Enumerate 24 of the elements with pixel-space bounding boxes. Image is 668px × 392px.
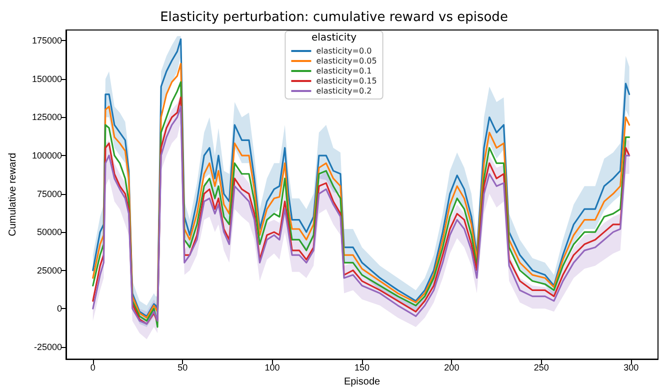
x-tick-label: 0 — [90, 362, 96, 373]
legend-label: elasticity=0.2 — [316, 86, 372, 96]
y-tick-label: 25000 — [36, 265, 62, 276]
y-axis-title: Cumulative reward — [8, 152, 18, 236]
x-tick-label: 200 — [444, 362, 460, 373]
legend-label: elasticity=0.1 — [316, 66, 372, 76]
x-axis-title: Episode — [344, 376, 381, 388]
x-tick-label: 150 — [354, 362, 370, 373]
x-tick-label: 250 — [534, 362, 549, 373]
y-tick-label: 75000 — [36, 188, 62, 199]
y-tick-label: 50000 — [36, 227, 62, 238]
legend-label: elasticity=0.0 — [316, 46, 372, 56]
y-tick-label: -25000 — [34, 342, 62, 352]
legend-title: elasticity — [311, 32, 357, 44]
y-tick-label: 100000 — [32, 150, 62, 161]
x-tick-label: 100 — [264, 362, 280, 373]
x-tick-label: 300 — [624, 362, 639, 373]
x-tick-label: 50 — [178, 362, 188, 373]
y-tick-label: 175000 — [32, 36, 62, 46]
legend-label: elasticity=0.05 — [316, 56, 377, 66]
legend-label: elasticity=0.15 — [316, 76, 377, 86]
y-tick-label: 150000 — [32, 74, 62, 84]
chart-title: Elasticity perturbation: cumulative reward vs episode — [160, 10, 508, 25]
y-tick-label: 125000 — [32, 112, 62, 122]
